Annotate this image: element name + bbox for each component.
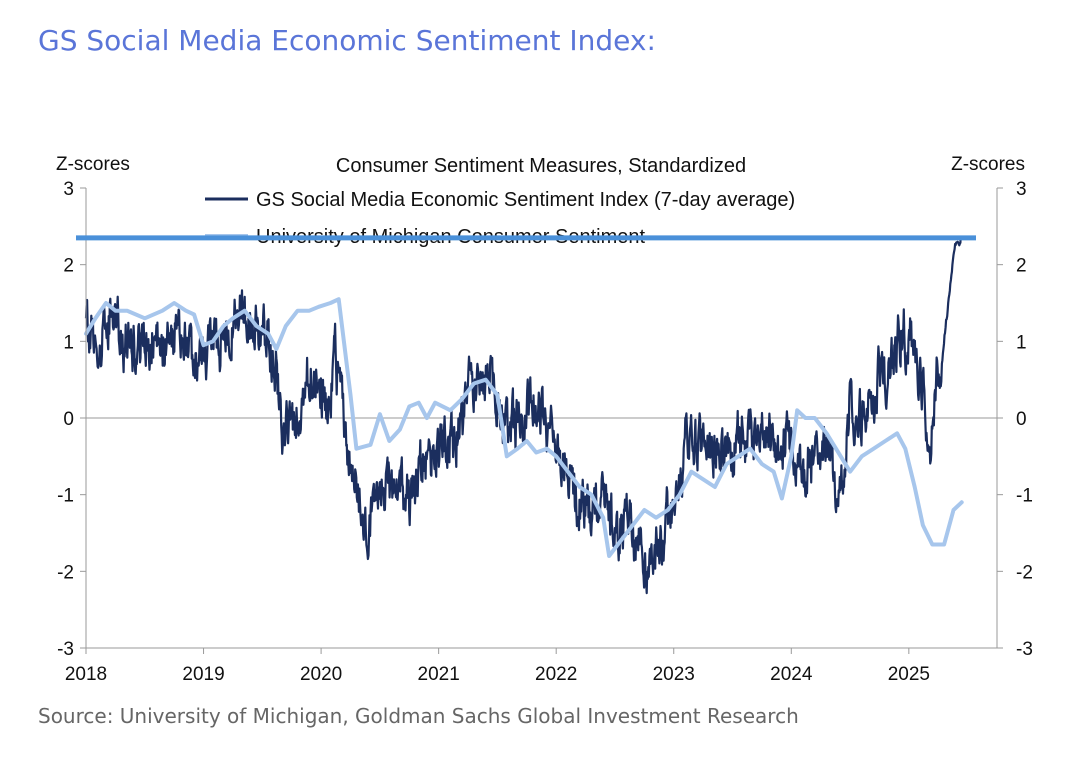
left-tick-label: -1	[57, 486, 74, 507]
right-tick-label: 0	[1016, 409, 1027, 430]
left-tick-label: 3	[63, 179, 74, 200]
right-tick-label: 2	[1016, 256, 1027, 277]
right-tick-label: 3	[1016, 179, 1027, 200]
x-tick-label: 2023	[653, 664, 695, 685]
x-tick-label: 2019	[182, 664, 224, 685]
page-headline: GS Social Media Economic Sentiment Index…	[38, 24, 656, 57]
source-note: Source: University of Michigan, Goldman …	[38, 704, 799, 728]
x-tick-label: 2022	[535, 664, 577, 685]
x-tick-label: 2018	[65, 664, 107, 685]
series-group	[84, 237, 964, 595]
left-tick-label: -3	[57, 639, 74, 660]
series-line-gs-social-media	[84, 237, 962, 595]
right-tick-label: -2	[1016, 562, 1033, 583]
right-tick-label: -1	[1016, 486, 1033, 507]
left-tick-label: 0	[63, 409, 74, 430]
right-tick-label: 1	[1016, 332, 1027, 353]
left-axis-label: Z-scores	[56, 154, 130, 175]
sentiment-chart: Z-scores Z-scores Consumer Sentiment Mea…	[56, 154, 1033, 685]
x-tick-label: 2021	[418, 664, 460, 685]
right-tick-label: -3	[1016, 639, 1033, 660]
axes-group: 3 3 2 2 1 1 0 0 -1 -1 -2 -2 -3 -3 2018 2019 2020 2021 2022…	[57, 179, 1033, 685]
chart-title: Consumer Sentiment Measures, Standardize…	[336, 155, 746, 177]
left-tick-label: 1	[63, 332, 74, 353]
x-tick-label: 2024	[770, 664, 813, 685]
series-line-umich	[84, 297, 964, 558]
left-tick-label: 2	[63, 256, 74, 277]
x-tick-label: 2020	[300, 664, 342, 685]
legend-label: GS Social Media Economic Sentiment Index…	[256, 189, 795, 211]
left-tick-label: -2	[57, 562, 74, 583]
x-tick-label: 2025	[888, 664, 930, 685]
right-axis-label: Z-scores	[951, 154, 1025, 175]
